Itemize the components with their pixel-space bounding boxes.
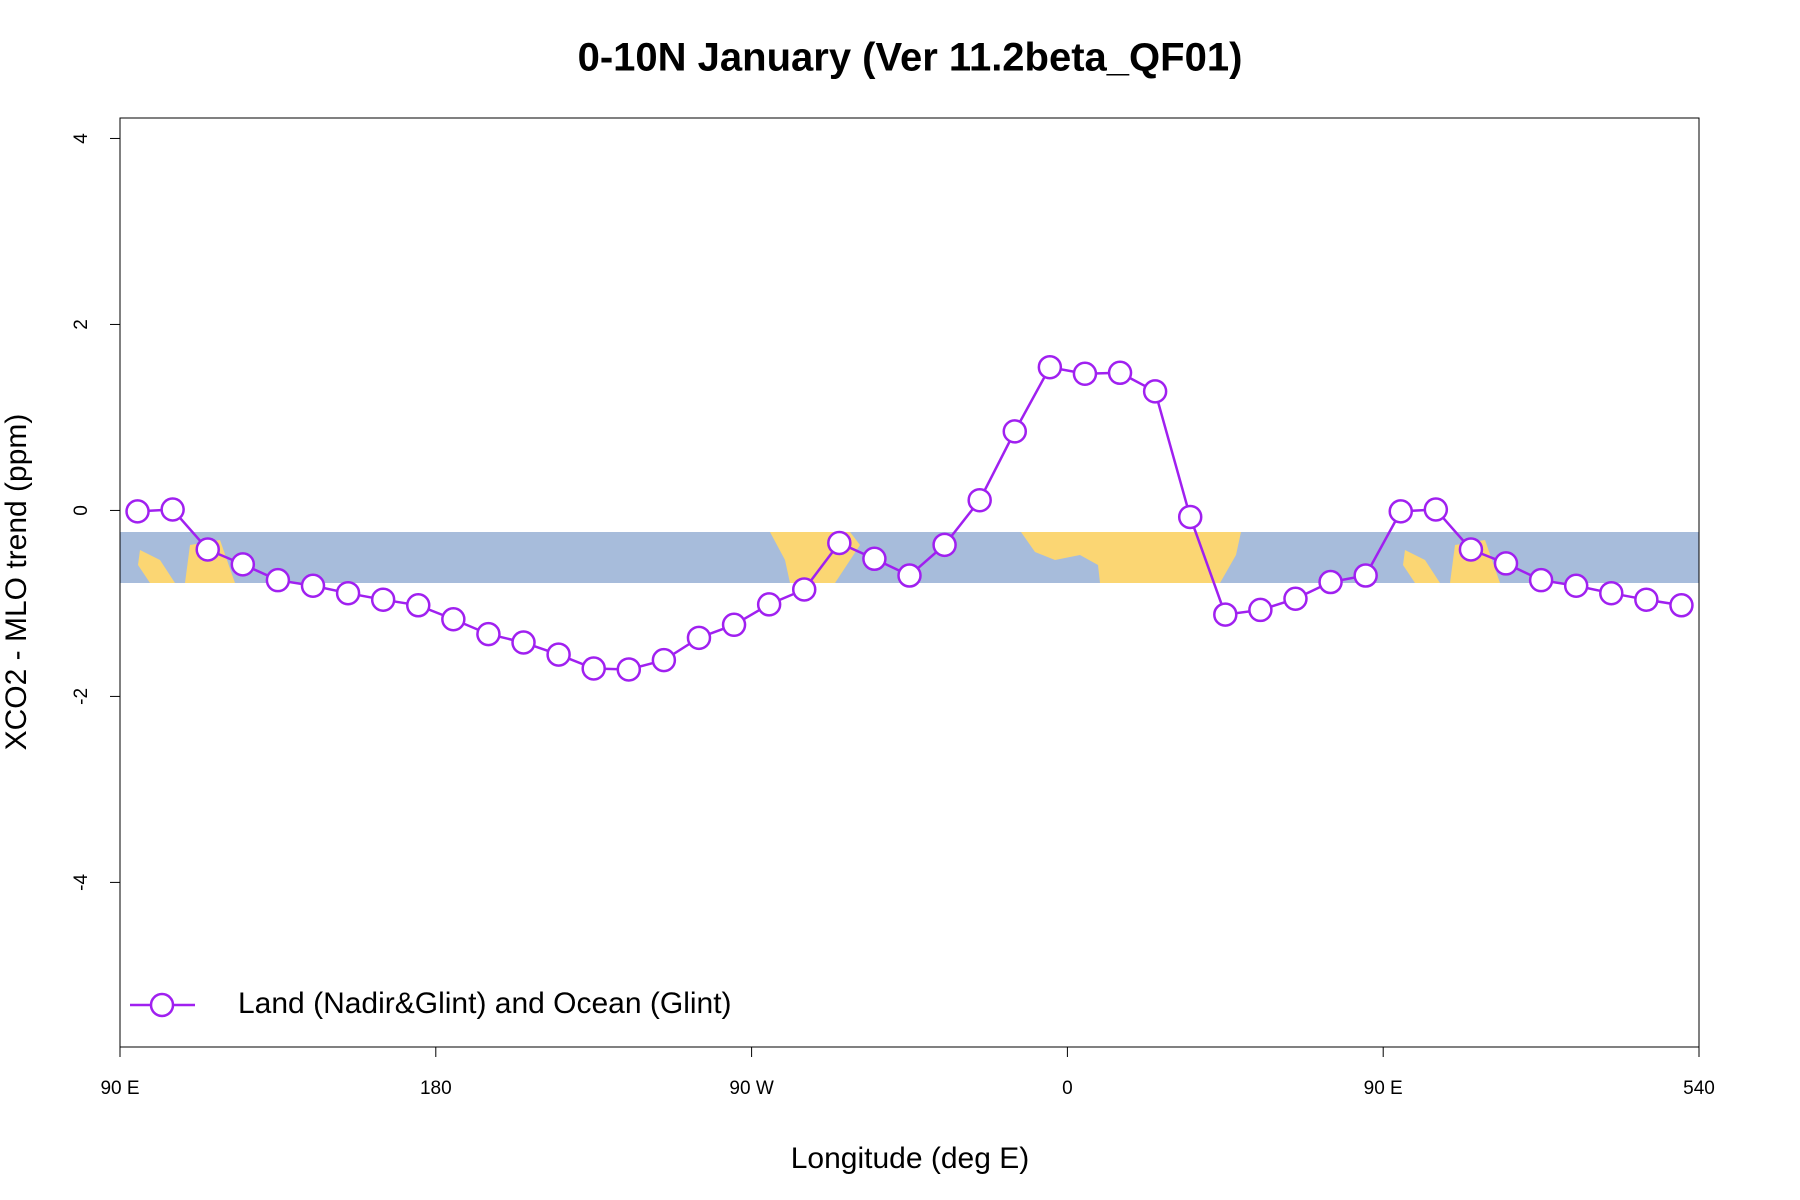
x-tick-label: 0 (1062, 1078, 1073, 1099)
data-point (1458, 537, 1484, 562)
legend-marker (149, 992, 175, 1018)
data-point (967, 487, 992, 513)
data-point (1248, 597, 1273, 623)
x-tick-label: 540 (1683, 1078, 1715, 1099)
data-point (406, 593, 431, 618)
data-point (265, 567, 291, 593)
data-point (511, 630, 536, 655)
data-point (862, 546, 887, 572)
y-tick-label: -2 (71, 688, 92, 705)
data-point (932, 532, 957, 558)
x-axis-label: Longitude (deg E) (791, 1142, 1030, 1175)
data-point (1388, 499, 1413, 524)
data-point (1037, 354, 1063, 380)
legend-label: Land (Nadir&Glint) and Ocean (Glint) (238, 987, 732, 1020)
y-axis-label: XCO2 - MLO trend (ppm) (0, 414, 33, 751)
data-point (756, 592, 782, 617)
data-point (897, 563, 922, 588)
y-tick-label: 4 (71, 133, 92, 144)
y-tick-label: 2 (71, 319, 92, 330)
data-point (1493, 551, 1519, 576)
data-point (686, 625, 712, 651)
data-point (1353, 563, 1378, 588)
data-point (651, 647, 677, 673)
x-tick-label: 90 W (729, 1078, 773, 1099)
data-point (1002, 419, 1028, 444)
data-point (195, 537, 220, 562)
data-point (125, 499, 150, 524)
x-tick-label: 90 E (100, 1078, 139, 1099)
data-point (1528, 567, 1554, 593)
data-point (160, 497, 185, 522)
data-point (827, 530, 852, 556)
data-point (370, 587, 396, 612)
data-point (476, 621, 501, 647)
data-point (1213, 602, 1238, 627)
data-point (1599, 580, 1624, 606)
data-point (1423, 497, 1449, 522)
data-point (546, 642, 571, 667)
data-point (1142, 379, 1168, 404)
data-point (1072, 361, 1098, 386)
y-tick-label: 0 (71, 505, 92, 516)
x-tick-label: 180 (420, 1078, 452, 1099)
y-tick-label: -4 (71, 874, 92, 891)
data-point (616, 657, 642, 682)
data-point (581, 656, 606, 681)
data-point (1283, 586, 1308, 612)
series-line (137, 365, 1682, 671)
data-point (1177, 504, 1203, 530)
data-point (230, 552, 256, 577)
chart-title: 0-10N January (Ver 11.2beta_QF01) (578, 36, 1243, 80)
data-point (1318, 569, 1343, 595)
data-point (721, 612, 747, 638)
data-point (1634, 587, 1659, 612)
data-point (335, 580, 361, 606)
data-point (1669, 593, 1694, 618)
data-point (1107, 360, 1133, 386)
plot-frame (119, 117, 1700, 1048)
x-tick-label: 90 E (1364, 1078, 1403, 1099)
data-point (791, 577, 817, 602)
data-point (300, 573, 326, 599)
data-point (441, 606, 466, 632)
data-point (1563, 573, 1589, 599)
